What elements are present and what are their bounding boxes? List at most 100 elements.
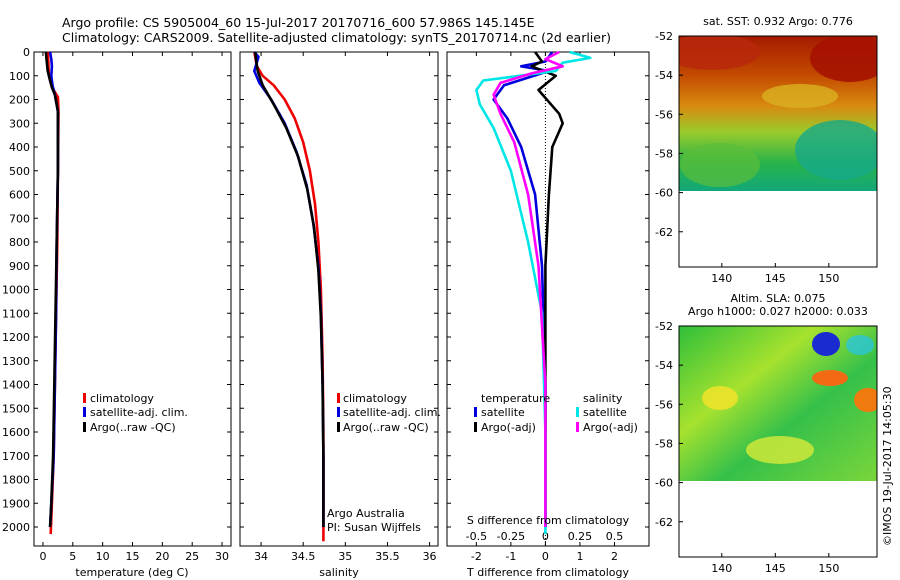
depth-tick-label: 1000: [2, 284, 30, 297]
profile-line-climatology: [253, 51, 325, 542]
x-tick-label: 1: [576, 550, 583, 563]
x-tick-label: 35: [338, 550, 352, 563]
map-x-tick-label: 140: [711, 272, 732, 285]
depth-tick-label: 1800: [2, 474, 30, 487]
depth-tick-label: 0: [23, 46, 30, 59]
temperature-legend: climatology satellite-adj. clim. Argo(..…: [83, 392, 188, 434]
sla-mid-patch: [746, 436, 814, 464]
sst-cool-patch: [795, 120, 877, 180]
map-y-tick-label: -52: [655, 320, 673, 333]
legend-label-argo: Argo(..raw -QC): [90, 421, 176, 434]
legend-swatch-climatology: [83, 393, 86, 403]
sla-low-patch: [846, 335, 874, 355]
salinity-axis-label: salinity: [319, 566, 359, 579]
sla-map-axes: -52 -54 -56 -58 -60 -62 140 145 150: [655, 320, 839, 575]
depth-tick-label: 1700: [2, 450, 30, 463]
profile-line-argo-raw-qc-: [253, 51, 325, 527]
difference-panel: [446, 51, 650, 547]
legend-label-climatology: climatology: [90, 392, 154, 405]
map-x-tick-label: 145: [765, 272, 786, 285]
map-y-tick-label: -54: [655, 69, 673, 82]
x-tick-label: 34.5: [291, 550, 316, 563]
sst-cool-patch: [680, 143, 760, 187]
legend-label-satellite: satellite-adj. clim.: [90, 406, 188, 419]
map-y-tick-label: -56: [655, 108, 673, 121]
sst-map-axes: -52 -54 -56 -58 -60 -62 140 145 150: [655, 30, 839, 285]
map-x-tick-label: 140: [711, 562, 732, 575]
s-diff-tick-label: -0.25: [497, 530, 525, 543]
legend-swatch-satellite: [83, 407, 86, 417]
legend-swatch-s-argo: [576, 422, 579, 432]
sst-map-frame: [678, 35, 878, 268]
sst-warm-patch: [810, 36, 877, 82]
x-tick-label: 35.5: [375, 550, 400, 563]
s-diff-tick-label: 0.5: [606, 530, 624, 543]
difference-profiles: -2 -1 0 1 2 -0.5 -0.25 0 0.25 0.5: [447, 50, 649, 563]
sla-high-patch: [854, 388, 877, 412]
x-tick-label: 10: [96, 550, 110, 563]
salinity-profiles: 34 34.5 35 35.5 36: [240, 51, 438, 563]
depth-tick-label: 900: [9, 260, 30, 273]
depth-tick-label: 400: [9, 141, 30, 154]
profile-line-argo-raw-qc-: [44, 51, 60, 528]
credit-line-2: PI: Susan Wijffels: [327, 521, 421, 534]
x-tick-label: 15: [126, 550, 140, 563]
legend-title-temperature: temperature: [481, 392, 550, 405]
s-diff-tick-label: 0: [542, 530, 549, 543]
depth-tick-label: 800: [9, 236, 30, 249]
x-tick-label: -2: [471, 550, 482, 563]
depth-tick-label: 1900: [2, 497, 30, 510]
legend-label-t-satellite: satellite: [481, 406, 525, 419]
salinity-legend: climatology satellite-adj. clim. Argo(..…: [337, 392, 441, 434]
title-line-2: Climatology: CARS2009. Satellite-adjuste…: [62, 30, 611, 45]
depth-tick-label: 1100: [2, 307, 30, 320]
difference-legend: temperature satellite Argo(-adj) salinit…: [474, 392, 638, 434]
profile-line-satellite-s-: [475, 50, 592, 535]
depth-tick-label: 1600: [2, 426, 30, 439]
profile-line-argo-adj-s-: [492, 50, 565, 527]
legend-swatch-t-satellite: [474, 407, 477, 417]
sst-mid-patch: [762, 84, 838, 108]
map-y-tick-label: -62: [655, 226, 673, 239]
sla-map-title-2: Argo h1000: 0.027 h2000: 0.033: [688, 305, 868, 318]
sla-mid-patch: [702, 386, 738, 410]
map-x-tick-label: 150: [818, 272, 839, 285]
s-diff-tick-label: -0.5: [466, 530, 487, 543]
x-tick-label: -1: [505, 550, 516, 563]
sla-map-frame: [678, 325, 878, 558]
map-y-tick-label: -60: [655, 477, 673, 490]
sla-map-title-1: Altim. SLA: 0.075: [730, 292, 825, 305]
depth-tick-label: 1300: [2, 355, 30, 368]
sla-map: [679, 326, 877, 481]
profile-line-satellite-adj-clim-: [253, 51, 325, 527]
credit-line-1: Argo Australia: [327, 507, 405, 520]
depth-tick-label: 500: [9, 165, 30, 178]
legend-label-satellite: satellite-adj. clim.: [343, 406, 441, 419]
legend-label-t-argo: Argo(-adj): [481, 421, 536, 434]
map-y-tick-label: -60: [655, 187, 673, 200]
legend-swatch-satellite: [337, 407, 340, 417]
depth-tick-label: 1500: [2, 402, 30, 415]
legend-swatch-t-argo: [474, 422, 477, 432]
legend-label-climatology: climatology: [343, 392, 407, 405]
x-tick-label: 36: [423, 550, 437, 563]
x-tick-label: 2: [611, 550, 618, 563]
map-y-tick-label: -52: [655, 30, 673, 43]
depth-tick-label: 1200: [2, 331, 30, 344]
x-tick-label: 5: [69, 550, 76, 563]
x-tick-label: 30: [215, 550, 229, 563]
temperature-panel: [33, 51, 232, 547]
legend-swatch-climatology: [337, 393, 340, 403]
map-x-tick-label: 145: [765, 562, 786, 575]
legend-label-s-satellite: satellite: [583, 406, 627, 419]
title-line-1: Argo profile: CS 5905004_60 15-Jul-2017 …: [62, 15, 535, 30]
x-tick-label: 0: [39, 550, 46, 563]
legend-swatch-argo: [337, 422, 340, 432]
s-difference-axis-label: S difference from climatology: [467, 514, 630, 527]
x-tick-label: 25: [185, 550, 199, 563]
map-y-tick-label: -58: [655, 437, 673, 450]
map-y-tick-label: -58: [655, 147, 673, 160]
legend-label-argo: Argo(..raw -QC): [343, 421, 429, 434]
depth-tick-label: 2000: [2, 521, 30, 534]
